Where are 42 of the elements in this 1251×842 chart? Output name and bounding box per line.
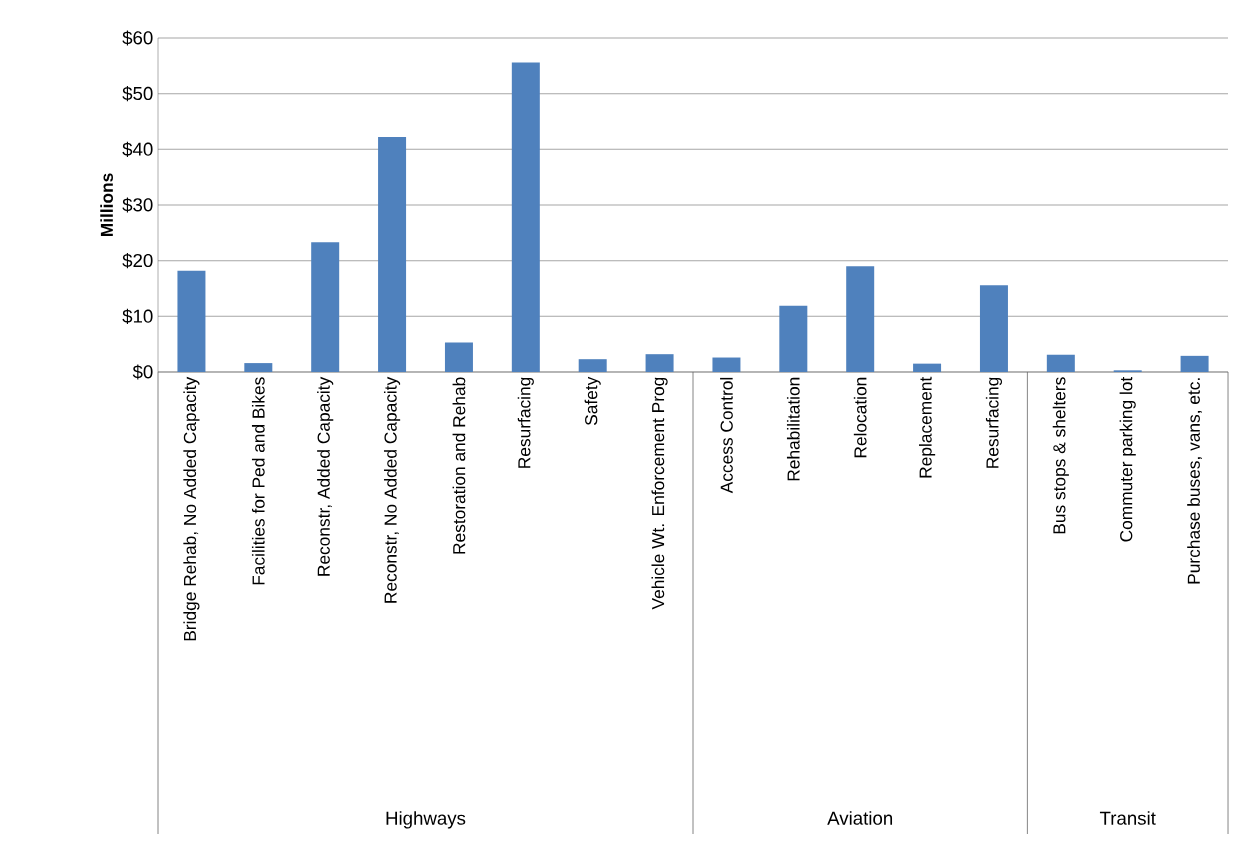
- y-tick-label: $10: [122, 308, 153, 324]
- x-tick-label: Restoration and Rehab: [452, 377, 466, 554]
- x-tick-label: Relocation: [853, 377, 867, 458]
- x-tick-label: Reconstr, No Added Capacity: [383, 376, 401, 603]
- y-tick-label: $40: [122, 141, 153, 157]
- bar: [311, 242, 340, 372]
- x-tick-label: Bridge Rehab, No Added Capacity: [183, 376, 200, 641]
- x-tick-label: Vehicle Wt. Enforcement Prog: [651, 377, 668, 610]
- bar: [444, 342, 473, 372]
- bar: [645, 354, 674, 372]
- bar: [1180, 355, 1209, 372]
- bar: [378, 137, 407, 372]
- x-tick-label: Replacement: [918, 376, 936, 478]
- y-tick-label: $60: [122, 30, 153, 46]
- y-axis-title: Millions: [100, 173, 113, 237]
- y-tick-label: $0: [132, 364, 153, 380]
- text: Transit: [1099, 811, 1156, 825]
- x-tick-label: Bus stops & shelters: [1052, 377, 1069, 534]
- bar: [913, 363, 942, 372]
- bar: [511, 62, 540, 372]
- x-tick-label: Rehabilitation: [786, 377, 800, 481]
- y-tick-label: $20: [122, 253, 153, 269]
- bar: [578, 359, 607, 372]
- bar: [712, 357, 741, 372]
- bar: [846, 266, 875, 372]
- x-tick-label: Commuter parking lot: [1119, 376, 1136, 542]
- x-tick-label: Reconstr, Added Capacity: [317, 376, 334, 576]
- y-tick-label: $50: [122, 86, 153, 102]
- x-tick-label: Resurfacing: [517, 377, 534, 468]
- text: Highways: [386, 811, 466, 829]
- x-tick-label: Purchase buses, vans, etc.: [1187, 378, 1202, 584]
- text: Aviation: [827, 811, 893, 825]
- y-tick-label: $30: [122, 197, 153, 213]
- bar: [1046, 354, 1075, 372]
- x-tick-label: Facilities for Ped and Bikes: [251, 377, 265, 585]
- x-tick-label: Resurfacing: [985, 377, 1003, 468]
- bar: [244, 363, 273, 372]
- bar: [779, 305, 808, 372]
- bar: [979, 285, 1008, 372]
- x-tick-label: Access Control: [720, 377, 733, 494]
- x-tick-label: Safety: [584, 376, 601, 426]
- bar: [177, 270, 206, 372]
